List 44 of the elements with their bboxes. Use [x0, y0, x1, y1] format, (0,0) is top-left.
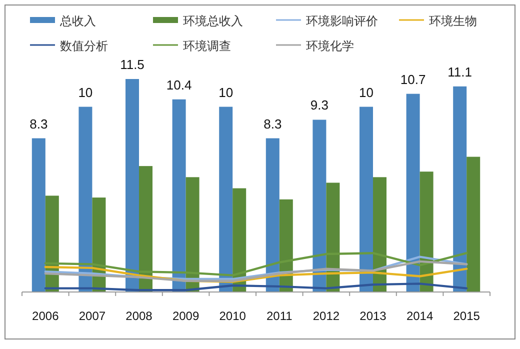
data-label: 10.4	[166, 77, 192, 92]
legend-label: 环境调查	[183, 39, 231, 53]
bar	[420, 172, 434, 292]
data-label: 10	[78, 84, 93, 100]
bar	[219, 106, 233, 292]
data-label: 9.3	[310, 98, 328, 113]
x-tick-label: 2007	[78, 309, 106, 323]
bar	[32, 138, 46, 292]
x-tick-label: 2006	[32, 309, 60, 323]
bar	[186, 177, 200, 292]
data-label: 10	[359, 84, 374, 100]
bar	[232, 188, 246, 292]
x-tick-label: 2008	[126, 309, 153, 323]
data-label: 10.7	[400, 72, 426, 87]
x-tick-label: 2013	[360, 309, 387, 323]
x-tick-label: 2011	[266, 309, 293, 323]
bar	[326, 182, 340, 292]
bar	[360, 106, 373, 292]
x-tick-label: 2009	[172, 309, 200, 323]
x-tick-label: 2010	[219, 309, 246, 323]
bar	[453, 86, 467, 292]
legend-label: 环境化学	[306, 39, 354, 53]
bar	[466, 156, 480, 292]
data-label: 10	[218, 84, 234, 100]
bar	[312, 120, 326, 292]
x-tick-label: 2015	[453, 309, 480, 323]
bar	[139, 166, 152, 292]
legend-label: 环境总收入	[183, 14, 243, 28]
x-tick-label: 2014	[406, 309, 434, 323]
legend-label: 环境生物	[429, 14, 477, 28]
bar	[373, 177, 386, 292]
data-label: 8.3	[264, 116, 282, 132]
data-label: 8.3	[30, 116, 48, 132]
bar	[406, 94, 420, 292]
legend-label: 总收入	[59, 14, 96, 28]
bar	[266, 138, 280, 292]
bar	[126, 79, 139, 292]
bar	[172, 99, 186, 292]
legend-label: 环境影响评价	[306, 14, 378, 28]
legend-label: 数值分析	[60, 39, 108, 53]
x-tick-label: 2012	[312, 309, 340, 323]
bar	[78, 106, 92, 292]
data-label: 11.1	[448, 64, 472, 80]
data-label: 11.5	[120, 57, 144, 72]
